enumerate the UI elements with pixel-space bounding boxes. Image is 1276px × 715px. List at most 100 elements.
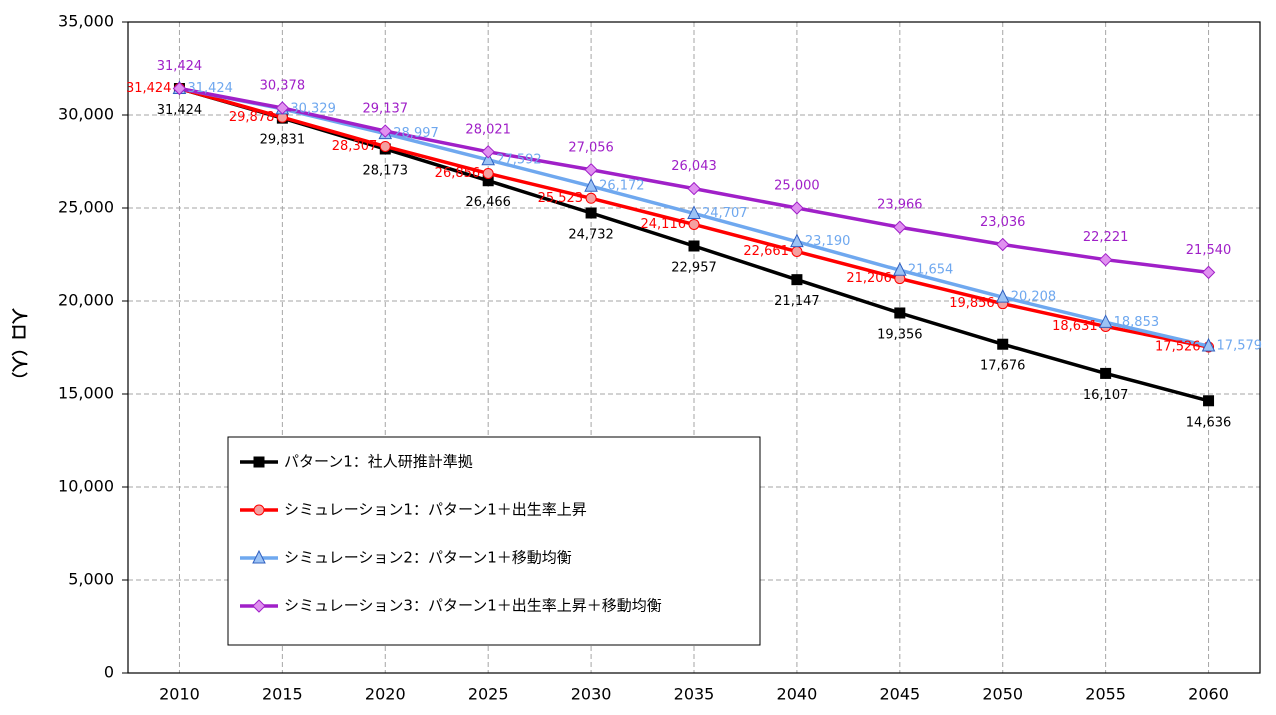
marker [481, 151, 495, 166]
y-tick-label: 0 [104, 663, 114, 682]
value-label: 23,036 [980, 215, 1026, 230]
value-label: 24,116 [641, 217, 687, 232]
marker [687, 181, 701, 196]
value-label: 14,636 [1186, 415, 1232, 430]
value-label: 21,654 [908, 263, 954, 278]
marker [1100, 367, 1112, 379]
marker [275, 101, 290, 115]
marker [584, 163, 598, 177]
value-label: 19,856 [949, 296, 995, 311]
legend-label: シミュレーション3：パターン1＋出生率上昇＋移動均衡 [284, 597, 662, 615]
value-label: 26,856 [435, 166, 481, 181]
marker [791, 246, 803, 258]
y-tick-label: 25,000 [58, 198, 114, 217]
value-label: 31,424 [126, 81, 172, 96]
marker [997, 338, 1009, 350]
value-label: 29,878 [229, 110, 275, 125]
value-label: 28,997 [393, 126, 439, 141]
value-label: 20,208 [1011, 290, 1057, 305]
value-label: 21,540 [1186, 243, 1232, 258]
legend-label: シミュレーション2：パターン1＋移動均衡 [284, 549, 572, 567]
marker [790, 233, 804, 248]
value-label: 19,356 [877, 327, 923, 342]
marker [893, 262, 907, 276]
legend-label: シミュレーション1：パターン1＋出生率上昇 [284, 501, 587, 519]
marker [688, 240, 700, 252]
x-tick-label: 2045 [879, 685, 920, 704]
marker [1201, 337, 1216, 352]
marker [252, 599, 266, 613]
x-tick-label: 2055 [1085, 685, 1126, 704]
value-label: 17,579 [1217, 339, 1263, 354]
value-label: 31,424 [187, 81, 233, 96]
marker [378, 124, 392, 138]
y-tick-label: 35,000 [58, 12, 114, 31]
value-label: 31,424 [157, 103, 203, 118]
marker [687, 205, 701, 219]
value-label: 30,378 [260, 78, 306, 93]
value-label: 29,137 [363, 102, 409, 117]
value-label: 22,221 [1083, 230, 1129, 245]
marker [379, 140, 391, 152]
value-label: 26,172 [599, 179, 645, 194]
marker [584, 178, 598, 192]
x-tick-label: 2060 [1188, 685, 1229, 704]
marker [1098, 314, 1113, 328]
marker [893, 220, 907, 234]
x-tick-label: 2035 [674, 685, 715, 704]
value-label: 27,056 [568, 140, 614, 155]
value-label: 23,190 [805, 234, 851, 249]
value-label: 26,466 [465, 195, 511, 210]
value-label: 22,661 [743, 244, 789, 259]
marker [585, 192, 597, 204]
y-tick-label: 15,000 [58, 384, 114, 403]
value-label: 18,631 [1052, 319, 1098, 334]
value-label: 22,957 [671, 260, 717, 275]
value-label: 28,021 [465, 122, 511, 137]
value-label: 17,526 [1155, 340, 1201, 355]
marker [253, 456, 265, 468]
value-label: 18,853 [1114, 315, 1160, 330]
marker [1203, 395, 1215, 407]
y-tick-label: 20,000 [58, 291, 114, 310]
value-label: 16,107 [1083, 388, 1129, 403]
marker [253, 504, 265, 516]
legend-label: パターン1：社人研推計準拠 [284, 453, 473, 471]
marker [482, 167, 494, 179]
marker [996, 237, 1010, 252]
value-label: 21,206 [846, 271, 892, 286]
x-tick-label: 2040 [777, 685, 818, 704]
y-tick-label: 30,000 [58, 105, 114, 124]
x-tick-label: 2020 [365, 685, 406, 704]
legend-box [227, 436, 761, 646]
marker [252, 549, 266, 564]
marker [688, 218, 700, 230]
value-label: 24,707 [702, 206, 748, 221]
value-label: 29,831 [260, 133, 306, 148]
plot-border [127, 21, 1261, 674]
value-label: 25,523 [538, 191, 584, 206]
value-label: 28,307 [332, 139, 378, 154]
value-label: 25,000 [774, 179, 820, 194]
x-tick-label: 2010 [159, 685, 200, 704]
x-tick-label: 2030 [571, 685, 612, 704]
marker [1098, 252, 1113, 267]
y-axis-label: 人口（人） [10, 308, 29, 388]
y-tick-label: 5,000 [68, 570, 114, 589]
value-label: 27,592 [496, 152, 542, 167]
value-label: 30,329 [290, 101, 336, 116]
marker [172, 81, 187, 96]
value-label: 17,676 [980, 359, 1026, 374]
x-tick-label: 2050 [982, 685, 1023, 704]
marker [790, 201, 804, 215]
value-label: 23,966 [877, 198, 923, 213]
marker [481, 145, 495, 159]
x-tick-label: 2015 [262, 685, 303, 704]
value-label: 26,043 [671, 159, 717, 174]
value-label: 31,424 [157, 59, 203, 74]
value-label: 21,147 [774, 294, 820, 309]
marker [894, 307, 906, 319]
legend: パターン1：社人研推計準拠シミュレーション1：パターン1＋出生率上昇シミュレーシ… [227, 436, 761, 646]
